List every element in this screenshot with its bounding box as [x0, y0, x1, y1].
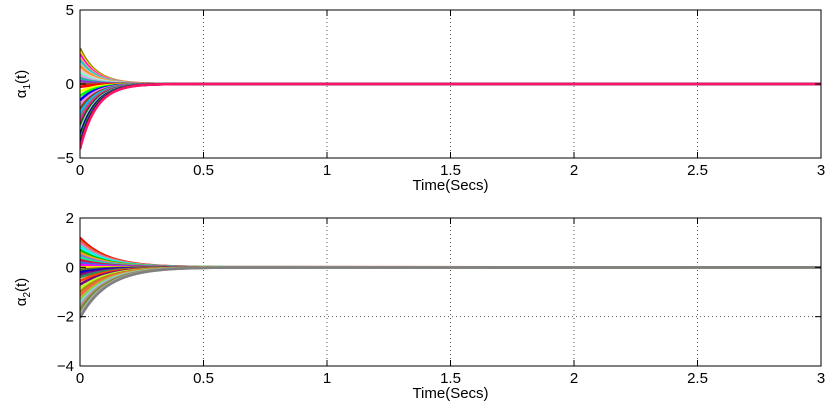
y-axis-label-subscript: 2 [22, 292, 33, 298]
x-axis-label: Time(Secs) [412, 177, 488, 194]
y-tick-label: 0 [66, 259, 74, 276]
y-axis-label-symbol: α [13, 89, 30, 98]
x-tick-label: 2.5 [687, 370, 708, 387]
y-axis-label-suffix: (t) [13, 70, 30, 84]
y-axis-label: α2(t) [13, 278, 33, 306]
y-tick-label: −2 [57, 309, 74, 326]
ticks [79, 9, 822, 159]
y-axis-label-subscript: 1 [22, 84, 33, 90]
ticks [79, 217, 822, 367]
series-line [80, 266, 821, 319]
x-tick-label: 1 [323, 162, 331, 179]
plot-area [80, 218, 821, 366]
series-line [80, 82, 821, 150]
x-axis-label: Time(Secs) [412, 385, 488, 402]
x-tick-label: 0 [76, 162, 84, 179]
grid [80, 218, 821, 366]
y-tick-label: 2 [66, 210, 74, 227]
y-axis-label: α1(t) [13, 70, 33, 98]
x-tick-label: 1.5 [440, 370, 461, 387]
x-tick-label: 0 [76, 370, 84, 387]
y-tick-label: −4 [57, 358, 74, 375]
y-tick-label: 5 [66, 2, 74, 19]
x-tick-label: 2 [570, 162, 578, 179]
y-axis-label-suffix: (t) [13, 278, 30, 292]
x-tick-label: 3 [817, 162, 825, 179]
x-tick-label: 0.5 [193, 370, 214, 387]
y-tick-label: −5 [57, 150, 74, 167]
x-tick-label: 2.5 [687, 162, 708, 179]
x-tick-label: 2 [570, 370, 578, 387]
x-tick-label: 0.5 [193, 162, 214, 179]
y-axis-label-symbol: α [13, 297, 30, 306]
x-tick-label: 1 [323, 370, 331, 387]
y-tick-label: 0 [66, 76, 74, 93]
grid [80, 10, 821, 158]
x-tick-label: 3 [817, 370, 825, 387]
series-group [80, 236, 821, 319]
x-tick-label: 1.5 [440, 162, 461, 179]
series-group [80, 47, 821, 150]
